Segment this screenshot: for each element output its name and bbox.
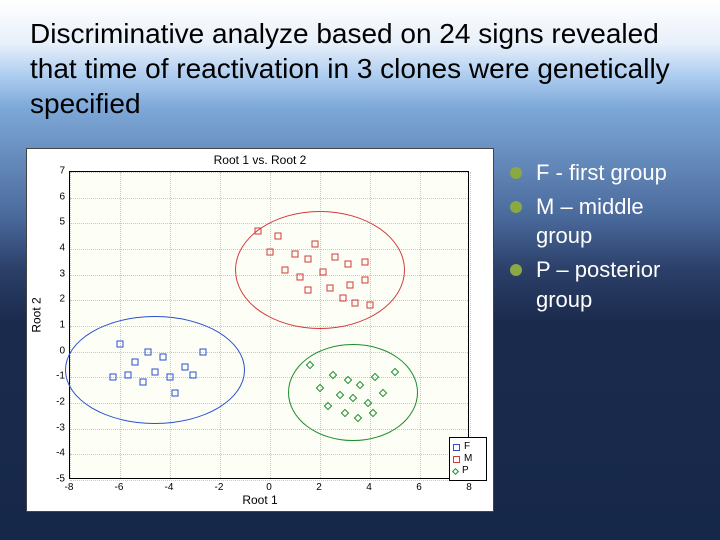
data-point [362, 258, 369, 265]
bullet-dot-icon [510, 264, 522, 276]
legend-label: M [464, 453, 472, 465]
x-tick-label: -2 [215, 482, 224, 493]
slide: Discriminative analyze based on 24 signs… [0, 0, 720, 540]
y-tick-label: -2 [43, 397, 65, 408]
data-point [367, 302, 374, 309]
x-tick-label: 4 [366, 482, 372, 493]
data-point [297, 274, 304, 281]
data-point [109, 374, 116, 381]
data-point [332, 253, 339, 260]
y-tick-label: -1 [43, 371, 65, 382]
y-tick-label: 5 [43, 217, 65, 228]
bullet-dot-icon [510, 167, 522, 179]
data-point [152, 369, 159, 376]
x-tick-label: 0 [266, 482, 272, 493]
bullet-item: M – middle group [510, 192, 704, 251]
data-point [124, 371, 131, 378]
legend-swatch-icon [452, 467, 459, 474]
y-tick-label: 1 [43, 320, 65, 331]
gridline-vertical [70, 172, 71, 478]
data-point [139, 379, 146, 386]
legend-row: P [453, 465, 483, 477]
data-point [319, 269, 326, 276]
data-point [117, 340, 124, 347]
bullet-item: F - first group [510, 158, 704, 188]
data-point [282, 266, 289, 273]
data-point [362, 276, 369, 283]
slide-title: Discriminative analyze based on 24 signs… [30, 16, 700, 121]
x-tick-label: -6 [115, 482, 124, 493]
gridline-horizontal [70, 429, 468, 430]
y-tick-label: 4 [43, 243, 65, 254]
bullet-dot-icon [510, 201, 522, 213]
plot-area [69, 171, 469, 479]
data-point [132, 358, 139, 365]
bullet-item: P – posterior group [510, 255, 704, 314]
data-point [344, 261, 351, 268]
scatter-chart: Root 1 vs. Root 2 Root 2 Root 1 FMP -8-6… [26, 148, 494, 512]
legend-label: F [464, 441, 470, 453]
gridline-horizontal [70, 480, 468, 481]
x-tick-label: -4 [165, 482, 174, 493]
x-axis-label: Root 1 [27, 493, 493, 507]
data-point [292, 251, 299, 258]
legend-row: M [453, 453, 483, 465]
gridline-vertical [220, 172, 221, 478]
data-point [339, 294, 346, 301]
data-point [347, 281, 354, 288]
legend-swatch-icon [453, 456, 460, 463]
data-point [304, 256, 311, 263]
y-tick-label: -3 [43, 422, 65, 433]
data-point [352, 299, 359, 306]
data-point [304, 287, 311, 294]
legend-row: F [453, 441, 483, 453]
data-point [199, 348, 206, 355]
data-point [144, 348, 151, 355]
y-tick-label: -5 [43, 474, 65, 485]
legend-label: P [462, 465, 469, 477]
data-point [159, 353, 166, 360]
data-point [172, 389, 179, 396]
bullet-text: P – posterior group [536, 257, 660, 312]
chart-legend: FMP [449, 437, 487, 481]
data-point [167, 374, 174, 381]
x-tick-label: 8 [466, 482, 472, 493]
gridline-horizontal [70, 172, 468, 173]
data-point [189, 371, 196, 378]
data-point [254, 228, 261, 235]
y-tick-label: 7 [43, 166, 65, 177]
x-tick-label: 6 [416, 482, 422, 493]
bullet-list: F - first group M – middle group P – poste… [510, 158, 704, 318]
y-tick-label: 6 [43, 191, 65, 202]
gridline-vertical [420, 172, 421, 478]
data-point [182, 364, 189, 371]
gridline-horizontal [70, 198, 468, 199]
gridline-horizontal [70, 454, 468, 455]
y-tick-label: 3 [43, 268, 65, 279]
y-tick-label: 2 [43, 294, 65, 305]
data-point [267, 248, 274, 255]
data-point [312, 240, 319, 247]
bullet-text: M – middle group [536, 194, 644, 249]
y-tick-label: -4 [43, 448, 65, 459]
data-point [274, 233, 281, 240]
data-point [327, 284, 334, 291]
x-tick-label: 2 [316, 482, 322, 493]
legend-swatch-icon [453, 444, 460, 451]
gridline-vertical [270, 172, 271, 478]
x-tick-label: -8 [65, 482, 74, 493]
bullet-text: F - first group [536, 160, 667, 185]
gridline-vertical [470, 172, 471, 478]
chart-title: Root 1 vs. Root 2 [27, 153, 493, 167]
y-tick-label: 0 [43, 345, 65, 356]
